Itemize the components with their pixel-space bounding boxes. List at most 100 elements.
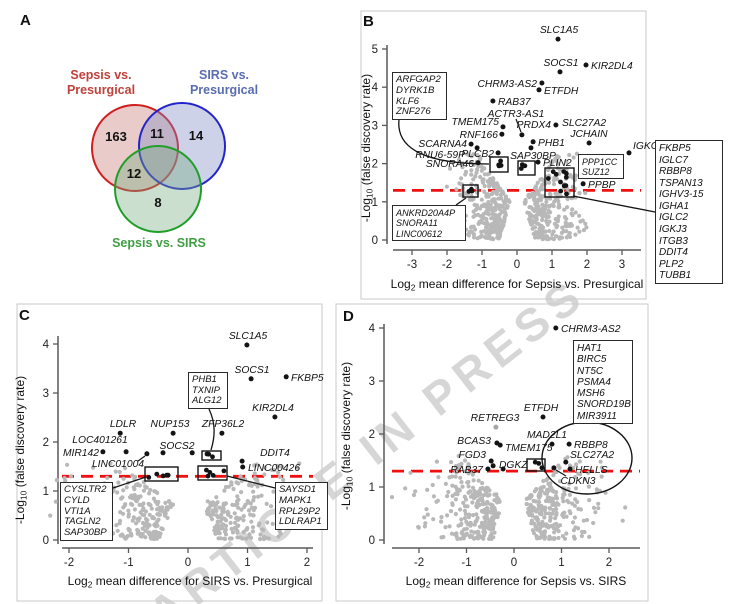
y-tick-label: 4 bbox=[369, 323, 376, 335]
data-point-HELLS bbox=[567, 466, 573, 472]
gene-label-CHRM3-AS2: CHRM3-AS2 bbox=[561, 324, 621, 335]
data-point-PLIN2 bbox=[535, 159, 541, 165]
y-tick-label: 2 bbox=[372, 159, 378, 171]
gene-label-SOCS1: SOCS1 bbox=[544, 58, 579, 69]
data-point-PLCB2 bbox=[495, 150, 501, 156]
gene-label-HELLS: HELLS bbox=[575, 465, 608, 476]
label-connector bbox=[137, 455, 146, 462]
y-tick-label: 1 bbox=[369, 482, 375, 494]
gene-label-TMEM175: TMEM175 bbox=[505, 443, 553, 454]
y-tick-label: 5 bbox=[372, 44, 378, 56]
y-tick-label: 0 bbox=[43, 535, 49, 547]
gene-label-RBBP8: RBBP8 bbox=[574, 440, 608, 451]
x-tick-label: 1 bbox=[244, 557, 250, 569]
gene-label-RAB37: RAB37 bbox=[498, 97, 532, 108]
gene-label-LINC01004: LINC01004 bbox=[92, 459, 144, 470]
x-tick-label: 0 bbox=[185, 557, 191, 569]
gene-box-connector bbox=[572, 195, 656, 213]
y-tick-label: 3 bbox=[372, 120, 378, 132]
data-point-MAD2L1 bbox=[549, 441, 555, 447]
significant-cluster-rect bbox=[462, 184, 479, 198]
venn-count-sepsis-presurgical-and-sepsis-sirs: 12 bbox=[127, 166, 141, 181]
x-tick-label: 1 bbox=[549, 259, 555, 271]
venn-count-sirs-vs-presurgical: 14 bbox=[189, 128, 204, 143]
gene-box-connector bbox=[226, 475, 276, 489]
x-axis-title: Log2 mean difference for Sepsis vs. SIRS bbox=[406, 574, 627, 590]
gene-label-FGD3: FGD3 bbox=[459, 450, 487, 461]
data-point-SLC1A5 bbox=[555, 36, 561, 42]
background-points bbox=[389, 453, 628, 542]
x-tick-label: -3 bbox=[407, 259, 417, 271]
panel-border bbox=[335, 303, 649, 602]
data-point-RBBP8 bbox=[566, 441, 572, 447]
y-axis-title: -Log10 (false discovery rate) bbox=[359, 74, 375, 222]
y-tick-label: 2 bbox=[369, 429, 375, 441]
data-point-ZFP36L2 bbox=[219, 430, 225, 436]
gene-label-CHRM3-AS2: CHRM3-AS2 bbox=[477, 79, 537, 90]
venn-label-sirs-vs-presurgical: SIRS vs. Presurgical bbox=[190, 68, 258, 97]
data-point-IGKC bbox=[626, 150, 632, 156]
y-axis-title: -Log10 (false discovery rate) bbox=[339, 362, 355, 510]
significant-cluster-rect bbox=[197, 465, 228, 481]
y-tick-label: 4 bbox=[372, 82, 379, 94]
data-point-NUP153 bbox=[170, 430, 176, 436]
gene-label-PHB1: PHB1 bbox=[538, 138, 565, 149]
data-point-JCHAIN bbox=[586, 140, 592, 146]
significant-cluster-rect bbox=[201, 450, 222, 461]
gene-label-BCAS3: BCAS3 bbox=[457, 436, 491, 447]
significant-cluster-rect bbox=[517, 160, 536, 176]
gene-label-SLC1A5: SLC1A5 bbox=[229, 331, 268, 342]
significant-cluster-rect bbox=[526, 458, 546, 472]
y-tick-label: 1 bbox=[43, 486, 49, 498]
significant-cluster-rect bbox=[144, 466, 179, 482]
y-tick-label: 2 bbox=[43, 437, 49, 449]
data-point-ETFDH bbox=[536, 87, 542, 93]
gene-label-DGKZ: DGKZ bbox=[499, 460, 528, 471]
data-point-KIR2DL4 bbox=[583, 62, 589, 68]
panel-border bbox=[16, 303, 323, 602]
data-point-CDKN3 bbox=[551, 465, 557, 471]
gene-label-KIR2DL4: KIR2DL4 bbox=[591, 61, 633, 72]
venn-count-sepsis-presurgical-and-sirs-presurgical: 11 bbox=[150, 126, 164, 141]
panel-b-volcano: 0 1 2 3 4 5 -3 -2 -1 0 1 2 3 Log2 mean difference for… bbox=[359, 10, 659, 300]
gene-label-PLCB2: PLCB2 bbox=[461, 149, 494, 160]
data-point-SOCS1 bbox=[248, 376, 254, 382]
data-point-FGD3 bbox=[488, 458, 494, 464]
label-connector bbox=[515, 118, 522, 133]
y-axis-title: -Log10 (false discovery rate) bbox=[13, 376, 29, 524]
data-point-SLC27A2 bbox=[563, 459, 569, 465]
data-point-CHRM3-AS2 bbox=[539, 80, 545, 86]
x-tick-label: 2 bbox=[304, 557, 310, 569]
venn-label-sepsis-vs-sirs: Sepsis vs. SIRS bbox=[112, 236, 206, 250]
gene-label-SNORA46: SNORA46 bbox=[426, 159, 474, 170]
x-tick-label: 2 bbox=[584, 259, 590, 271]
y-tick-label: 0 bbox=[369, 535, 375, 547]
gene-label-SAP30BP: SAP30BP bbox=[510, 151, 556, 162]
data-point-LDLR bbox=[117, 430, 123, 436]
panel-c-volcano: 0 1 2 3 4 -2 -1 0 1 2 Log2 mean difference for SIR… bbox=[13, 303, 324, 602]
x-axis-title: Log2 mean difference for Sepsis vs. Pres… bbox=[391, 277, 644, 293]
gene-label-RNU6-59P: RNU6-59P bbox=[415, 150, 465, 161]
data-point-SLC1A5 bbox=[244, 342, 250, 348]
x-tick-label: -2 bbox=[442, 259, 452, 271]
data-point-DDIT4 bbox=[239, 458, 245, 464]
y-tick-label: 3 bbox=[369, 376, 375, 388]
gene-box-connector bbox=[208, 408, 215, 451]
gene-label-LINC00426: LINC00426 bbox=[248, 463, 300, 474]
gene-label-CDKN3: CDKN3 bbox=[561, 476, 596, 487]
gene-label-IGKC: IGKC bbox=[633, 141, 659, 152]
gene-label-SLC1A5: SLC1A5 bbox=[540, 25, 579, 36]
panel-a-letter: A bbox=[20, 12, 31, 29]
gene-label-SLC27A2: SLC27A2 bbox=[562, 118, 606, 129]
data-point-MIR142 bbox=[100, 449, 106, 455]
panel-a-venn: Sepsis vs. Presurgical 163 SIRS vs. Presurgi… bbox=[67, 68, 258, 250]
panel-d-letter: D bbox=[343, 308, 354, 325]
gene-label-MIR142: MIR142 bbox=[63, 448, 99, 459]
data-point-RAB37 bbox=[490, 98, 496, 104]
x-tick-label: 2 bbox=[606, 557, 612, 569]
data-point-SNORA46 bbox=[475, 160, 481, 166]
data-point-ACTR3-AS1 bbox=[519, 132, 525, 138]
gene-label-LOC401261: LOC401261 bbox=[72, 435, 128, 446]
y-tick-label: 1 bbox=[372, 197, 378, 209]
